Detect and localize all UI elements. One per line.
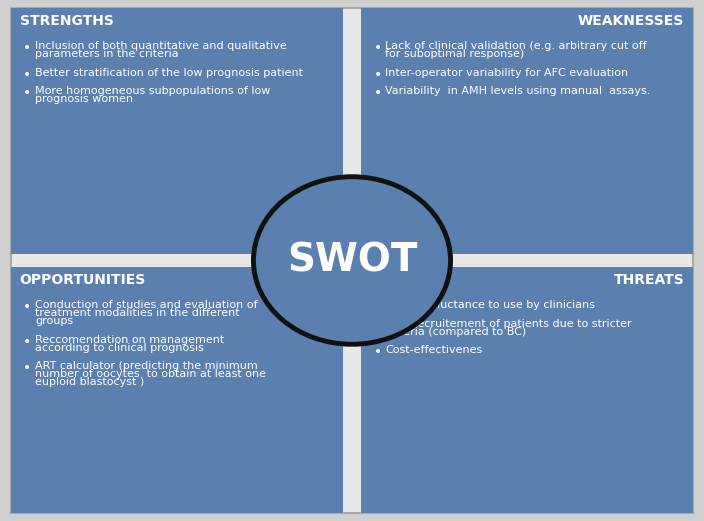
Text: groups: groups <box>35 316 73 326</box>
Text: prognosis women: prognosis women <box>35 94 133 104</box>
Text: •: • <box>373 41 382 55</box>
Text: THREATS: THREATS <box>614 273 684 287</box>
Text: Better stratification of the low prognosis patient: Better stratification of the low prognos… <box>35 68 303 78</box>
Text: •: • <box>23 300 32 314</box>
Text: euploid blastocyst ): euploid blastocyst ) <box>35 377 144 387</box>
Text: for suboptimal response): for suboptimal response) <box>386 49 524 59</box>
Text: OPPORTUNITIES: OPPORTUNITIES <box>20 273 146 287</box>
Text: criteria (compared to BC): criteria (compared to BC) <box>386 327 527 337</box>
FancyBboxPatch shape <box>360 267 693 513</box>
Text: Inclusion of both quantitative and qualitative: Inclusion of both quantitative and quali… <box>35 41 287 51</box>
Text: •: • <box>373 319 382 333</box>
Text: Poor recruitement of patients due to stricter: Poor recruitement of patients due to str… <box>386 319 632 329</box>
Text: More homogeneous subpopulations of low: More homogeneous subpopulations of low <box>35 86 270 96</box>
Text: WEAKNESSES: WEAKNESSES <box>578 14 684 28</box>
Text: •: • <box>23 361 32 375</box>
Text: •: • <box>373 345 382 359</box>
Text: Risk of reluctance to use by clinicians: Risk of reluctance to use by clinicians <box>386 300 596 311</box>
Text: ART calculator (predicting the minimum: ART calculator (predicting the minimum <box>35 361 258 371</box>
Text: Reccomendation on management: Reccomendation on management <box>35 335 225 345</box>
Text: •: • <box>23 335 32 349</box>
Text: Variability  in AMH levels using manual  assays.: Variability in AMH levels using manual a… <box>386 86 650 96</box>
Text: •: • <box>373 68 382 81</box>
Text: Inter-operator variability for AFC evaluation: Inter-operator variability for AFC evalu… <box>386 68 629 78</box>
FancyBboxPatch shape <box>360 8 693 254</box>
Text: Lack of clinical validation (e.g. arbitrary cut off: Lack of clinical validation (e.g. arbitr… <box>386 41 647 51</box>
Text: STRENGTHS: STRENGTHS <box>20 14 113 28</box>
Text: parameters in the criteria: parameters in the criteria <box>35 49 179 59</box>
Text: Conduction of studies and evaluation of: Conduction of studies and evaluation of <box>35 300 258 311</box>
Text: Cost-effectivenes: Cost-effectivenes <box>386 345 483 355</box>
Text: •: • <box>373 300 382 314</box>
Text: according to clinical prognosis: according to clinical prognosis <box>35 343 204 353</box>
Text: SWOT: SWOT <box>287 242 417 279</box>
FancyBboxPatch shape <box>11 267 344 513</box>
FancyBboxPatch shape <box>11 8 344 254</box>
Text: •: • <box>23 86 32 100</box>
Text: treatment modalities in the different: treatment modalities in the different <box>35 308 240 318</box>
Text: •: • <box>373 86 382 100</box>
Ellipse shape <box>253 177 451 344</box>
Text: •: • <box>23 68 32 81</box>
Text: •: • <box>23 41 32 55</box>
Text: number of oocytes  to obtain at least one: number of oocytes to obtain at least one <box>35 369 266 379</box>
FancyBboxPatch shape <box>11 8 693 513</box>
